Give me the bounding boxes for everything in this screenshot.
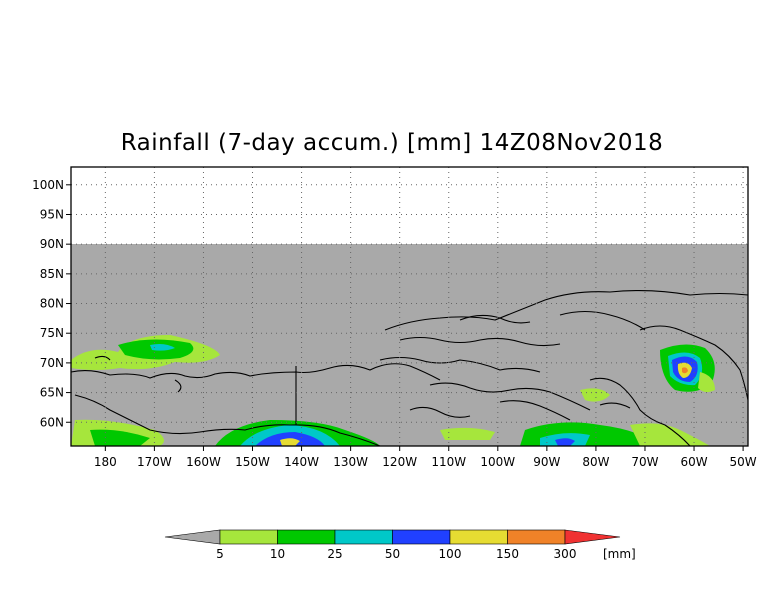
colorbar-swatch [507,529,566,545]
lon-tick-label: 80W [582,455,609,469]
lon-tick-label: 90W [533,455,560,469]
longitude-axis: 180 170W 160W 150W 140W 130W 120W 110W 100W 90W 80… [94,446,757,469]
lon-tick-label: 160W [186,455,221,469]
lon-tick-label: 120W [382,455,417,469]
lon-tick-label: 130W [333,455,368,469]
precip-hudson [440,388,710,446]
lat-tick-label: 95N [40,207,64,221]
lat-tick-label: 100N [32,178,64,192]
lon-tick-label: 70W [631,455,658,469]
latitude-axis: 100N 95N 90N 85N 80N 75N 70N 65N 60N [32,178,71,429]
precip-chukotka [71,335,220,446]
colorbar-swatch [219,529,278,545]
lat-tick-label: 85N [40,267,64,281]
lon-tick-label: 170W [137,455,172,469]
colorbar-swatch [392,529,451,545]
colorbar-label: 25 [327,547,342,561]
lat-tick-label: 90N [40,237,64,251]
colorbar-label: 5 [216,547,224,561]
lon-tick-label: 110W [431,455,466,469]
map-frame [70,166,749,447]
lon-tick-label: 140W [284,455,319,469]
colorbar-label: 10 [270,547,285,561]
precip-baffin [660,344,715,393]
coastlines [71,290,748,446]
colorbar-label: 150 [496,547,519,561]
colorbar-swatch [564,529,621,545]
colorbar: 5 10 25 50 100 150 300 [164,529,621,561]
colorbar-label: 100 [439,547,462,561]
map-title: Rainfall (7-day accum.) [mm] 14Z08Nov201… [120,130,664,156]
lat-tick-label: 80N [40,297,64,311]
lon-tick-label: 60W [680,455,707,469]
lat-tick-label: 75N [40,326,64,340]
colorbar-swatch [334,529,393,545]
no-data-region [71,167,748,244]
colorbar-unit-label: [mm] [603,547,636,561]
lon-tick-label: 180 [94,455,117,469]
colorbar-swatch [164,529,221,545]
colorbar-swatch [449,529,508,545]
colorbar-swatch [277,529,336,545]
lon-tick-label: 150W [235,455,270,469]
lon-tick-label: 100W [480,455,515,469]
colorbar-label: 50 [385,547,400,561]
lat-tick-label: 70N [40,356,64,370]
colorbar-label: 300 [554,547,577,561]
lat-tick-label: 60N [40,415,64,429]
lat-tick-label: 65N [40,386,64,400]
lon-tick-label: 50W [730,455,757,469]
precip-gulf-of-alaska [215,420,380,446]
